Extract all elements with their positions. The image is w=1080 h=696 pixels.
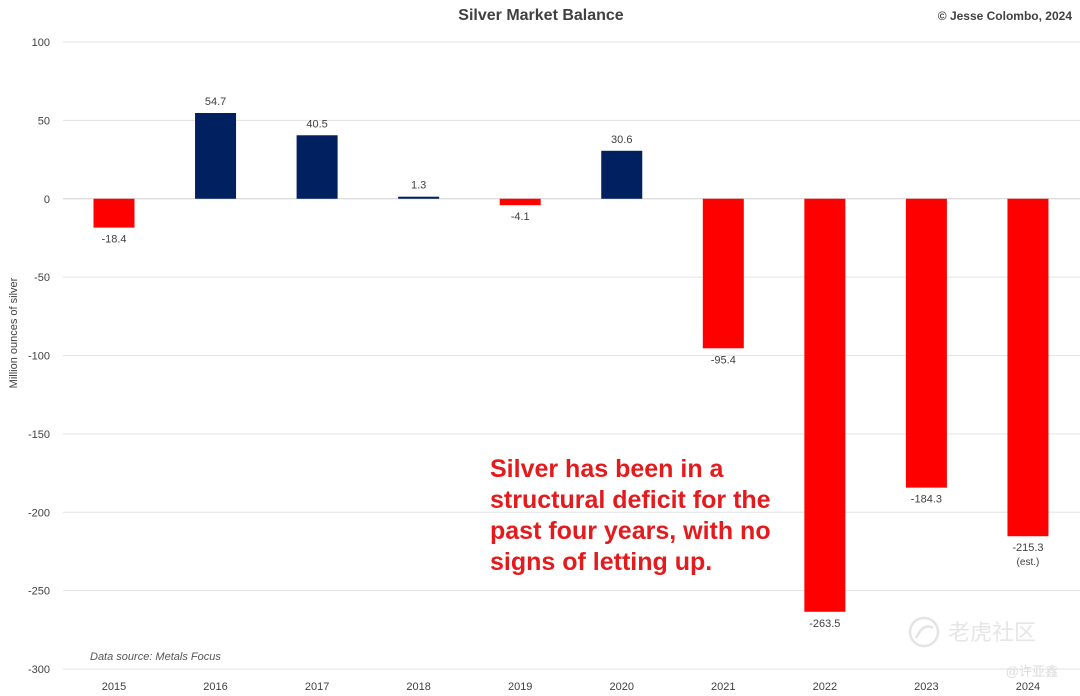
bar-2019 [499, 198, 541, 206]
x-tick-label: 2024 [1016, 681, 1040, 693]
y-tick-label: 0 [44, 194, 50, 206]
chart-title: Silver Market Balance [458, 7, 624, 24]
x-tick-label: 2018 [406, 681, 430, 693]
y-tick-label: -50 [34, 272, 50, 284]
y-axis-ticks: 100 50 0 -50 -100 -150 -200 -250 -300 [28, 37, 50, 676]
annotation-line-2: structural deficit for the [490, 486, 771, 514]
data-labels: -18.4 54.7 40.5 1.3 -4.1 30.6 -95.4 -263.5 -184.… [101, 96, 1043, 630]
annotation: Silver has been in a structural deficit … [490, 455, 771, 576]
data-label-2019: -4.1 [511, 211, 530, 223]
y-tick-label: -100 [28, 351, 50, 363]
x-tick-label: 2017 [305, 681, 329, 693]
x-tick-label: 2023 [914, 681, 938, 693]
data-label-2020: 30.6 [611, 134, 632, 146]
bar-2024 [1007, 198, 1049, 537]
tiger-logo-icon [908, 616, 940, 648]
data-label-2023: -184.3 [911, 494, 942, 506]
data-source: Data source: Metals Focus [90, 651, 221, 663]
annotation-line-4: signs of letting up. [490, 548, 712, 576]
watermark-brand: 老虎社区 [948, 620, 1036, 645]
bars [93, 113, 1049, 612]
data-label-2021: -95.4 [711, 354, 736, 366]
bar-2018 [398, 196, 440, 199]
x-tick-label: 2020 [610, 681, 634, 693]
x-tick-label: 2019 [508, 681, 532, 693]
y-tick-label: -250 [28, 586, 50, 598]
y-tick-label: -150 [28, 429, 50, 441]
watermark: 老虎社区 @许亚鑫 [908, 616, 1058, 679]
x-tick-label: 2022 [813, 681, 837, 693]
data-label-2016: 54.7 [205, 96, 226, 108]
y-axis-label: Million ounces of silver [8, 277, 20, 388]
y-tick-label: 50 [38, 115, 50, 127]
x-tick-label: 2016 [203, 681, 227, 693]
data-label-2017: 40.5 [306, 118, 327, 130]
bar-2020 [601, 150, 643, 199]
bar-2017 [296, 135, 338, 199]
data-note-2024: (est.) [1017, 557, 1040, 568]
bar-2015 [93, 198, 135, 228]
y-tick-label: 100 [32, 37, 50, 49]
annotation-line-3: past four years, with no [490, 517, 771, 545]
data-label-2015: -18.4 [101, 234, 126, 246]
data-label-2022: -263.5 [809, 618, 840, 630]
tiger-logo-stripe-icon [914, 625, 934, 639]
watermark-user: @许亚鑫 [1006, 664, 1058, 679]
bar-2022 [804, 198, 846, 612]
x-axis-ticks: 2015 2016 2017 2018 2019 2020 2021 2022 2023 2024 [102, 681, 1040, 693]
data-label-2018: 1.3 [411, 180, 426, 192]
x-tick-label: 2015 [102, 681, 126, 693]
copyright-text: © Jesse Colombo, 2024 [938, 9, 1073, 23]
bar-2023 [905, 198, 947, 488]
y-tick-label: -200 [28, 507, 50, 519]
x-tick-label: 2021 [711, 681, 735, 693]
bar-2016 [195, 113, 237, 199]
y-tick-label: -300 [28, 664, 50, 676]
bar-2021 [702, 198, 744, 349]
data-label-2024: -215.3 [1012, 542, 1043, 554]
annotation-line-1: Silver has been in a [490, 455, 725, 483]
